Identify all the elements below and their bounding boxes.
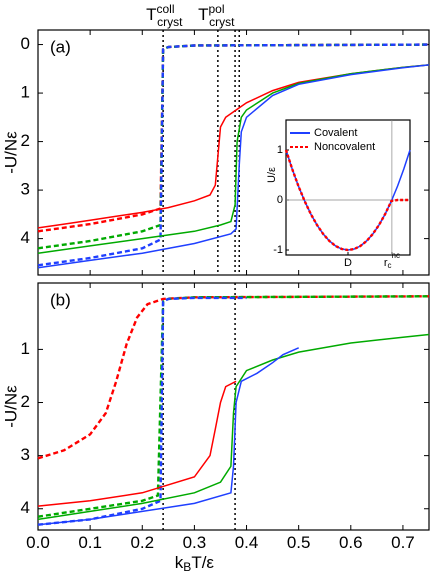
x-tick-label: 0.6	[339, 533, 363, 552]
x-tick-label: 0.0	[26, 533, 50, 552]
y-tick-label: 4	[21, 228, 30, 247]
x-tick-label: rcnc	[384, 251, 400, 270]
series-line	[37, 295, 430, 460]
x-tick-label: 0.1	[78, 533, 102, 552]
panel-label: (b)	[50, 290, 71, 309]
x-tick-label: 0.2	[130, 533, 154, 552]
series-line	[37, 333, 430, 521]
x-tick-label: 0.3	[183, 533, 207, 552]
y-tick-label: 1	[21, 83, 30, 102]
x-axis-label: kBT/ε	[175, 553, 215, 572]
series-line	[37, 64, 430, 269]
annotation-sub: cryst	[209, 15, 235, 29]
y-tick-label: 4	[21, 498, 30, 517]
x-tick-label-sub: c	[388, 261, 392, 270]
series-line	[37, 295, 430, 518]
annotation: Tcoll	[146, 2, 174, 24]
series-line	[37, 64, 430, 254]
x-label-part: T/ε	[191, 553, 214, 572]
x-tick-label: 0.5	[287, 533, 311, 552]
y-tick-label: 1	[277, 144, 283, 156]
panel-label: (a)	[50, 37, 71, 56]
annotation-sup: coll	[157, 2, 175, 16]
y-tick-label: -1	[273, 244, 283, 256]
panel: 1 2 3 4 0.0 0.1 0.2 0.3 0.4 0.5 0.6 0.7 (b) -U/Nε kBT/…	[1, 282, 430, 572]
x-tick-label-sup: nc	[392, 251, 400, 260]
x-label-part: B	[183, 560, 191, 572]
inset: 1 0 -1 D rcnc U/ε Covalent Noncovalent	[266, 119, 411, 270]
x-tick-label-main: 0.3	[183, 533, 207, 552]
legend-label: Covalent	[314, 127, 357, 139]
legend-label: Noncovalent	[314, 141, 375, 153]
y-axis-label: U/ε	[266, 167, 278, 183]
x-tick-label-main: r	[384, 257, 388, 269]
y-tick-label: 1	[21, 339, 30, 358]
series-line	[37, 296, 247, 526]
y-tick-label: 0	[277, 194, 283, 206]
x-tick-label-main: 0.5	[287, 533, 311, 552]
annotation-main: T	[146, 5, 156, 24]
y-tick-label: 2	[21, 392, 30, 411]
series-line	[37, 347, 300, 526]
x-tick-label: D	[344, 257, 352, 269]
y-tick-label: 0	[21, 34, 30, 53]
x-tick-label: 0.7	[391, 533, 415, 552]
series-line	[284, 149, 410, 252]
y-axis-label: -U/Nε	[1, 385, 20, 428]
x-tick-label-main: 0.6	[339, 533, 363, 552]
y-tick-label: 2	[21, 131, 30, 150]
x-label-part: k	[175, 553, 184, 572]
x-tick-label: 0.4	[235, 533, 259, 552]
y-axis-label: -U/Nε	[1, 131, 20, 174]
x-tick-label-main: 0.0	[26, 533, 50, 552]
plot-frame	[285, 119, 411, 256]
series-line	[37, 64, 430, 229]
x-tick-label-main: 0.1	[78, 533, 102, 552]
series-line	[37, 380, 237, 507]
x-tick-label-main: D	[344, 257, 352, 269]
x-tick-label-main: 0.4	[235, 533, 259, 552]
series-line	[37, 43, 430, 267]
annotation-main: T	[198, 5, 208, 24]
x-tick-label-main: 0.7	[391, 533, 415, 552]
annotation: Tpol	[198, 2, 224, 24]
annotation-sub: cryst	[157, 15, 183, 29]
annotation-sup: pol	[208, 2, 224, 16]
y-tick-label: 3	[21, 180, 30, 199]
x-tick-label-main: 0.2	[130, 533, 154, 552]
y-tick-label: 3	[21, 445, 30, 464]
